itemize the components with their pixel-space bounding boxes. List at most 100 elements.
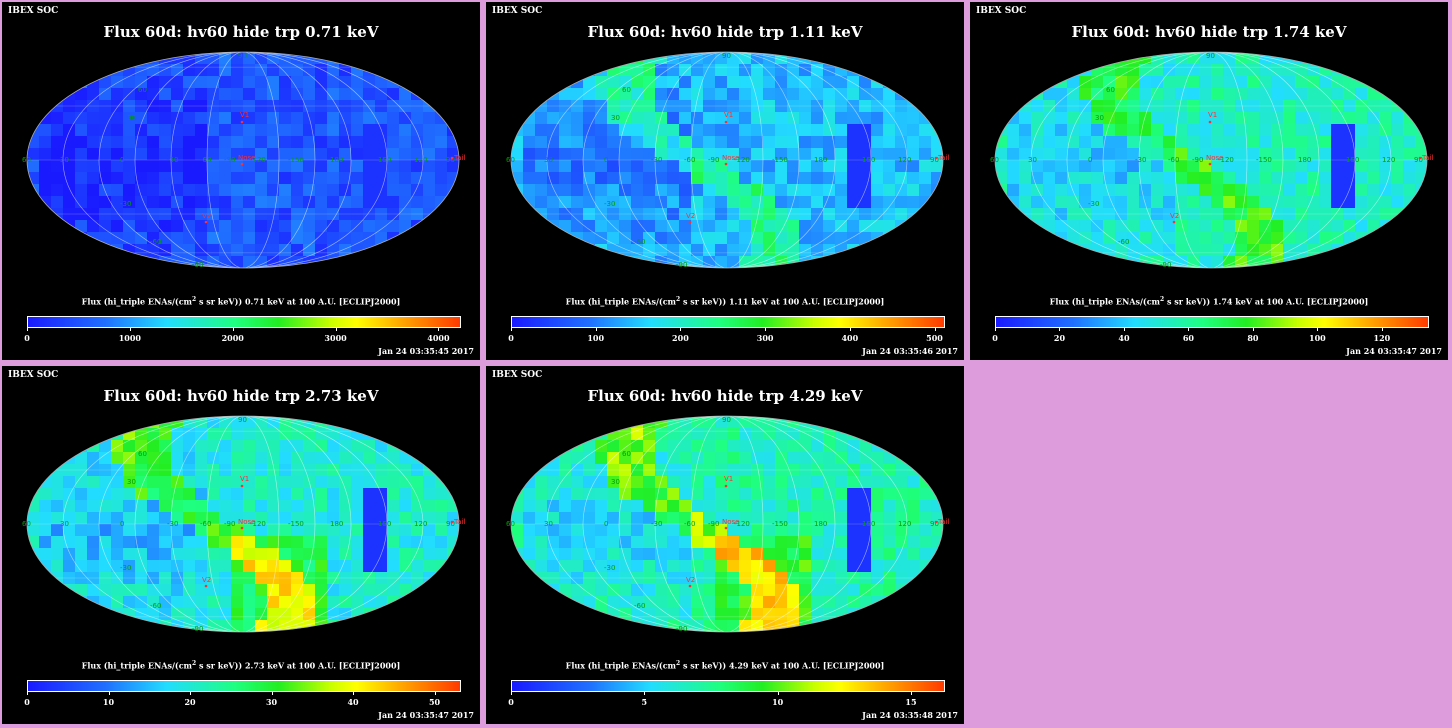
lat-label: 90 — [238, 416, 247, 424]
colorbar-tick — [777, 692, 779, 695]
colorbar-tick — [1381, 328, 1383, 331]
caption-text: Flux (hi_triple ENAs/(cm — [565, 660, 677, 671]
colorbar-caption: Flux (hi_triple ENAs/(cm2 s sr keV)) 2.7… — [2, 660, 480, 671]
lon-label: 60 — [506, 156, 515, 164]
caption-text: Flux (hi_triple ENAs/(cm — [81, 660, 193, 671]
lon-label: -30 — [1135, 156, 1146, 164]
lat-label: -90 — [676, 625, 687, 633]
colorbar-caption: Flux (hi_triple ENAs/(cm2 s sr keV)) 1.1… — [486, 296, 964, 307]
lon-label: -90 — [708, 520, 719, 528]
lon-label: 0 — [604, 520, 608, 528]
colorbar-tick — [190, 692, 192, 695]
panel-title: Flux 60d: hv60 hide trp 1.11 keV — [587, 23, 863, 41]
lon-label: -150 — [288, 520, 304, 528]
lon-label: 90 — [1414, 156, 1423, 164]
colorbar-tick-label: 120 — [1373, 333, 1391, 343]
mollweide-map: 60 30 0 -30 -60 -90 -120 -150 180 150 120 90 60 30 -30… — [506, 51, 949, 269]
lon-label: -30 — [651, 156, 662, 164]
lat-label: -30 — [120, 564, 131, 572]
lon-label: 60 — [506, 520, 515, 528]
colorbar-tick-label: 0 — [508, 697, 514, 707]
colorbar-tick-label: 40 — [1118, 333, 1130, 343]
lon-label: 90 — [446, 156, 455, 164]
soc-label: IBEX SOC — [492, 6, 543, 16]
colorbar-tick-label: 10 — [102, 697, 115, 707]
lon-label: 0 — [120, 520, 124, 528]
colorbar-caption: Flux (hi_triple ENAs/(cm2 s sr keV)) 4.2… — [486, 660, 964, 671]
lon-label: 150 — [862, 520, 875, 528]
colorbar-tick-label: 30 — [265, 697, 278, 707]
colorbar-tick — [353, 692, 355, 695]
lat-label: 60 — [622, 450, 631, 458]
sky-map-panel: IBEX SOC Flux 60d: hv60 hide trp 2.73 keV… — [2, 366, 480, 724]
mollweide-map: 60 30 0 -30 -60 -90 -120 -150 180 150 120 90 60 30 -30… — [506, 415, 949, 633]
panel-title: Flux 60d: hv60 hide trp 4.29 keV — [587, 387, 863, 405]
lon-label: -150 — [1256, 156, 1272, 164]
colorbar-tick-label: 50 — [428, 697, 441, 707]
lon-label: 90 — [446, 520, 455, 528]
marker-label: V2 — [202, 212, 211, 220]
colorbar-tick — [595, 328, 597, 331]
colorbar-tick-label: 0 — [24, 697, 30, 707]
caption-text: s sr keV)) 2.73 keV at 100 A.U. [ECLIPJ2… — [196, 660, 401, 671]
lon-label: 150 — [378, 520, 391, 528]
colorbar-tick-label: 20 — [184, 697, 196, 707]
lon-label: -120 — [734, 520, 750, 528]
colorbar — [995, 316, 1429, 328]
lon-label: -90 — [224, 156, 235, 164]
lat-label: -90 — [1160, 261, 1171, 269]
lat-label: 90 — [1206, 52, 1215, 60]
colorbar-tick — [129, 328, 131, 331]
colorbar-tick-label: 300 — [756, 333, 774, 343]
colorbar-tick — [995, 328, 996, 331]
lon-label: -150 — [772, 520, 788, 528]
caption-sup: 2 — [676, 660, 681, 667]
colorbar-tick-label: 1000 — [118, 333, 141, 343]
timestamp: Jan 24 03:35:46 2017 — [862, 346, 958, 356]
lat-label: 60 — [1106, 86, 1115, 94]
lon-label: 30 — [1028, 156, 1037, 164]
lat-label: -30 — [604, 564, 615, 572]
colorbar-tick-label: 100 — [587, 333, 605, 343]
lon-label: 30 — [60, 156, 69, 164]
lon-label: 150 — [378, 156, 391, 164]
lon-label: 30 — [544, 520, 553, 528]
lon-label: 120 — [414, 156, 427, 164]
colorbar-tick — [271, 692, 273, 695]
colorbar-tick — [680, 328, 682, 331]
marker-label: Nose — [1206, 154, 1223, 162]
lon-label: -30 — [167, 520, 178, 528]
lon-label: 120 — [898, 520, 911, 528]
colorbar-tick — [511, 692, 512, 695]
colorbar-tick — [232, 328, 234, 331]
marker-dot — [204, 220, 208, 224]
lon-label: -90 — [224, 520, 235, 528]
marker-dot — [240, 526, 244, 530]
marker-dot — [724, 162, 728, 166]
colorbar — [511, 680, 945, 692]
lon-label: 0 — [120, 156, 124, 164]
lon-label: -90 — [1192, 156, 1203, 164]
soc-label: IBEX SOC — [492, 370, 543, 380]
colorbar-tick — [434, 692, 436, 695]
colorbar-tick-label: 3000 — [324, 333, 347, 343]
colorbar-tick-label: 0 — [24, 333, 30, 343]
colorbar-tick — [1317, 328, 1319, 331]
lat-label: 60 — [138, 450, 147, 458]
marker-dot — [240, 484, 244, 488]
lon-label: -60 — [684, 156, 695, 164]
marker-dot — [688, 220, 692, 224]
lon-label: -60 — [1168, 156, 1179, 164]
marker-dot — [450, 520, 454, 524]
marker-dot — [240, 162, 244, 166]
mollweide-map: 60 30 0 -30 -60 -90 -120 -150 180 150 120 90 60 30 -30… — [22, 415, 465, 633]
lat-label: 30 — [611, 478, 620, 486]
lat-label: 90 — [238, 52, 247, 60]
lon-label: 90 — [930, 520, 939, 528]
soc-label: IBEX SOC — [8, 370, 59, 380]
colorbar-tick — [1059, 328, 1061, 331]
panel-title: Flux 60d: hv60 hide trp 0.71 keV — [103, 23, 379, 41]
colorbar-tick-label: 5 — [641, 697, 648, 707]
colorbar-tick-label: 500 — [926, 333, 943, 343]
lon-label: 0 — [1088, 156, 1092, 164]
